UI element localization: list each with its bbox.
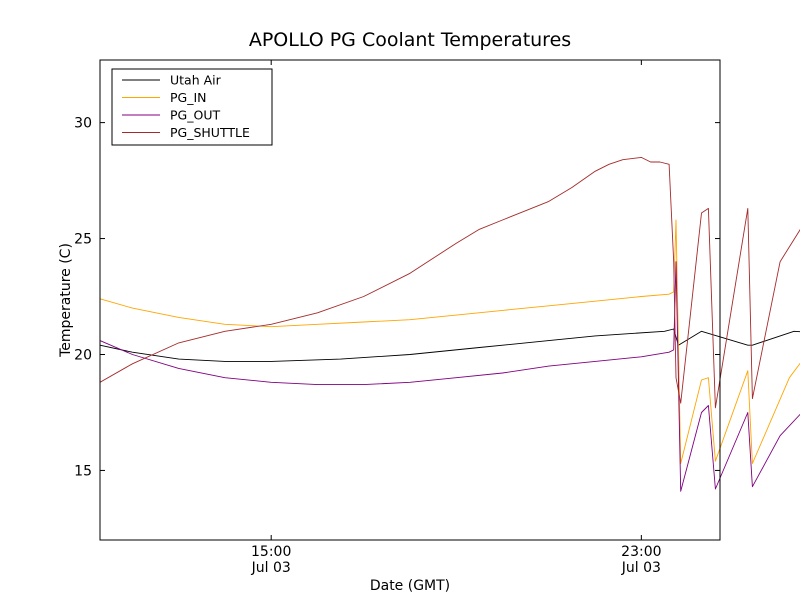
y-tick-label: 15	[74, 463, 92, 479]
series-line-1	[99, 219, 800, 464]
plot-area	[99, 156, 800, 492]
y-tick-label: 20	[74, 347, 92, 363]
x-tick-label-time: 23:00	[621, 544, 661, 560]
y-axis-label: Temperature (C)	[58, 243, 74, 358]
x-tick-label-date: Jul 03	[621, 560, 661, 576]
chart-title: APOLLO PG Coolant Temperatures	[249, 29, 571, 51]
series-line-3	[99, 156, 800, 409]
x-tick-label-date: Jul 03	[251, 560, 291, 576]
series-line-2	[99, 261, 800, 492]
plot-frame	[99, 59, 721, 541]
legend-label-0: Utah Air	[170, 73, 222, 88]
x-tick-label-time: 15:00	[251, 544, 291, 560]
legend-label-3: PG_SHUTTLE	[170, 125, 250, 140]
legend-label-1: PG_IN	[170, 90, 207, 105]
x-axis-label: Date (GMT)	[370, 578, 450, 594]
series-line-0	[99, 328, 800, 362]
legend-label-2: PG_OUT	[170, 108, 220, 123]
y-tick-label: 30	[74, 116, 92, 132]
legend: Utah Air PG_IN PG_OUT PG_SHUTTLE	[111, 68, 273, 146]
y-tick-label: 25	[74, 232, 92, 248]
